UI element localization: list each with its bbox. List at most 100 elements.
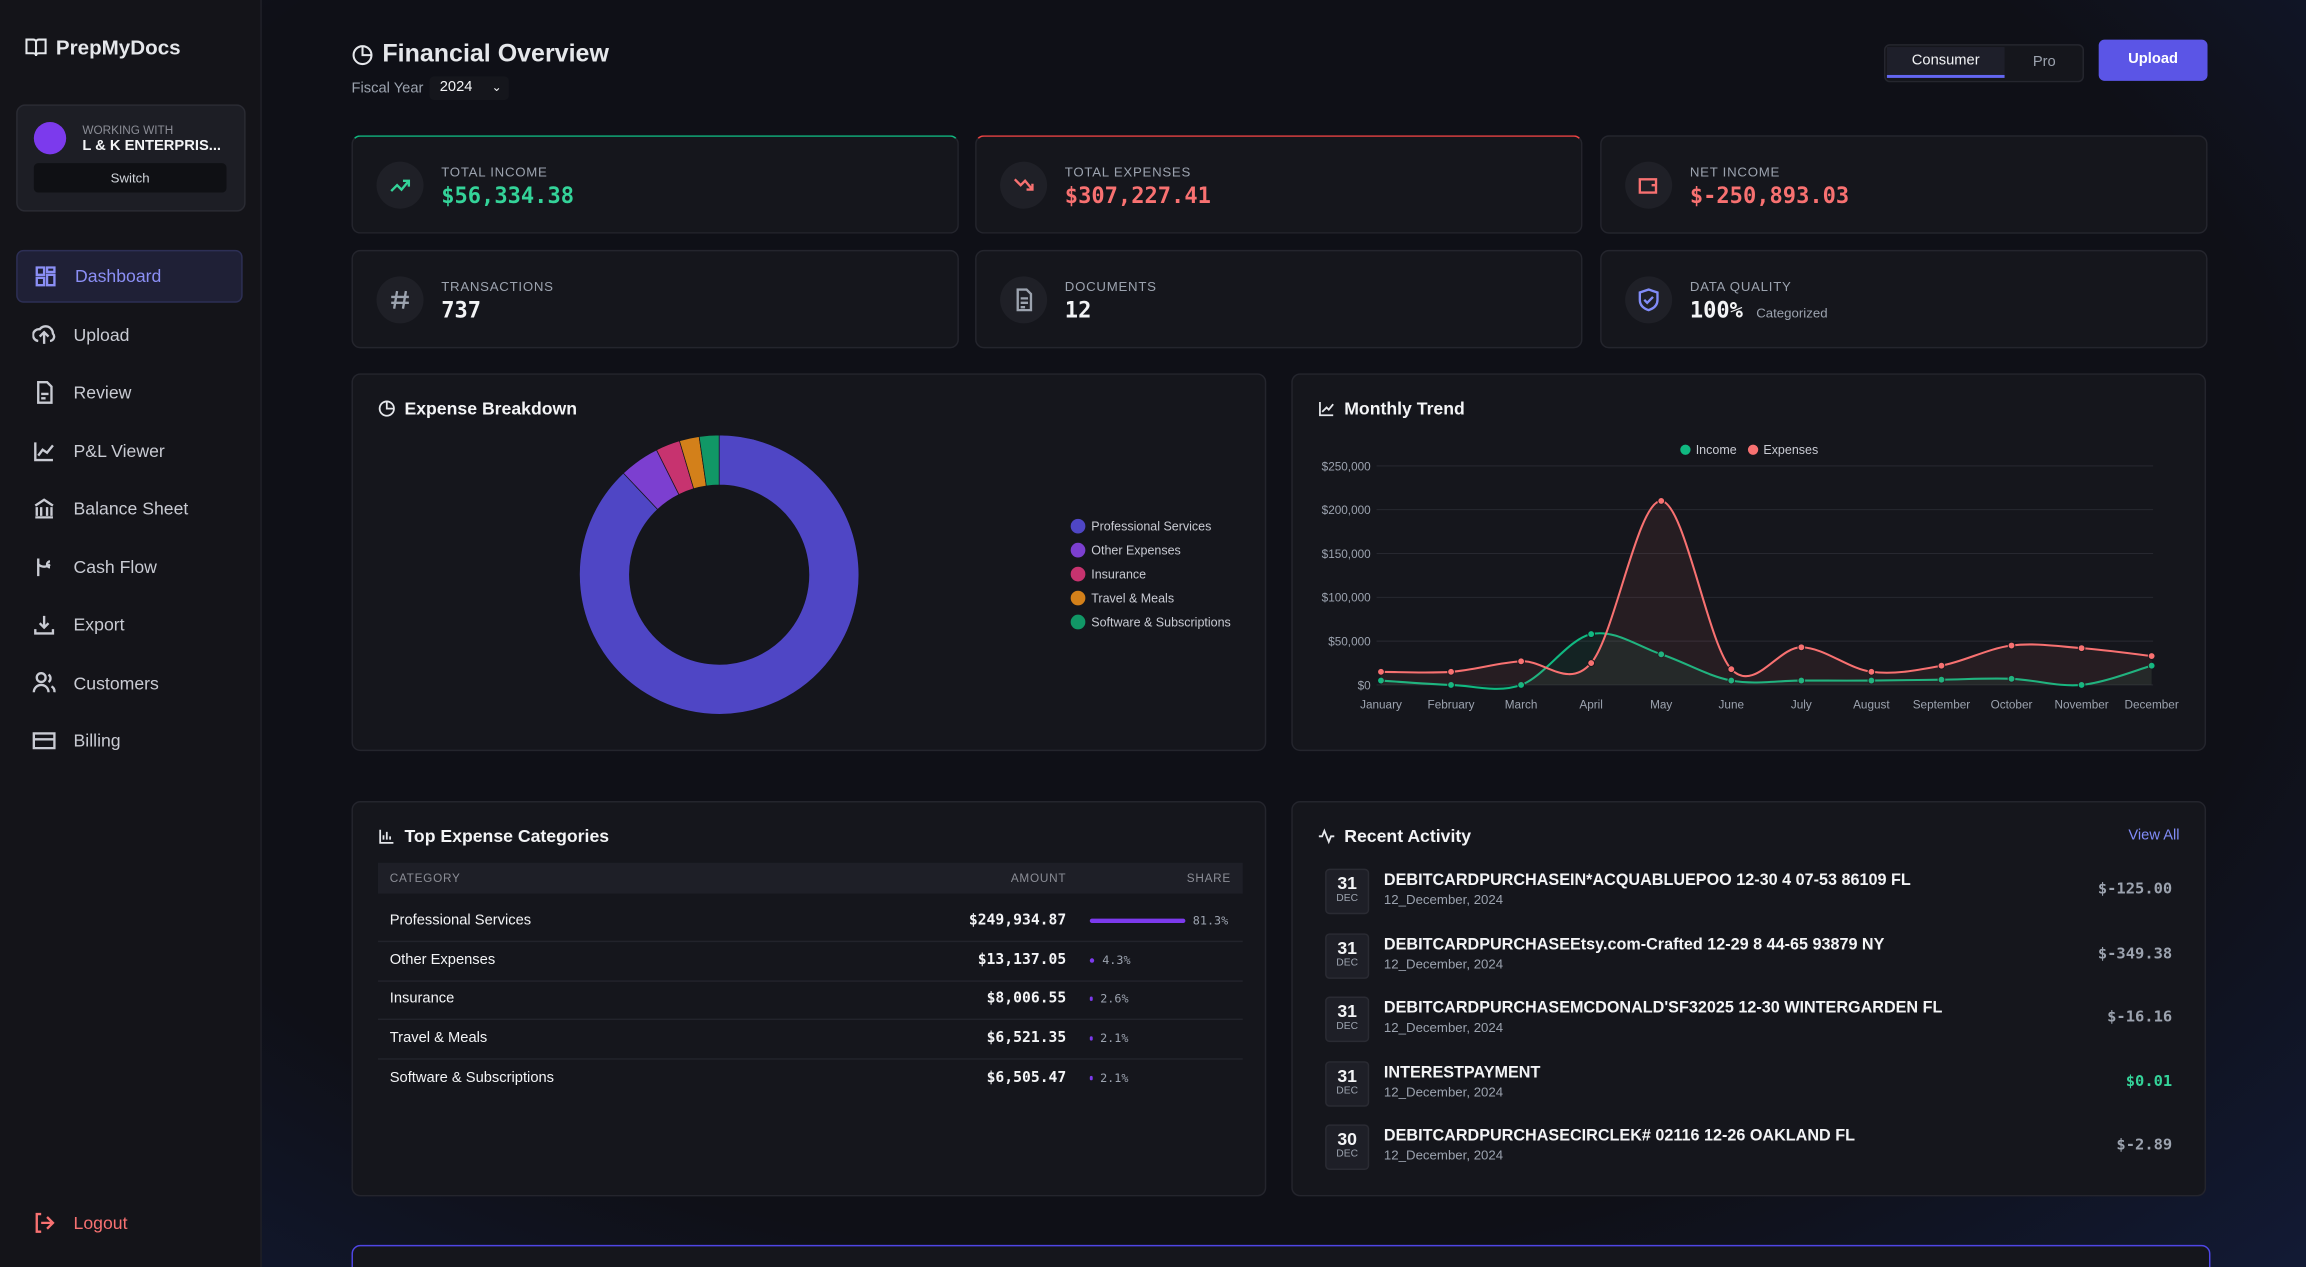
amount: $249,934.87: [968, 912, 1067, 929]
share-bar: [1089, 1036, 1093, 1041]
stat-label: DOCUMENTS: [1064, 279, 1157, 294]
stat-value: $307,227.41: [1064, 182, 1211, 209]
nav-icon: [37, 557, 51, 576]
upload-button[interactable]: Upload: [2098, 39, 2208, 81]
month: DEC: [1336, 1149, 1359, 1161]
stat-card: TOTAL EXPENSES $307,227.41: [975, 135, 1583, 234]
nav-item[interactable]: Billing: [16, 714, 242, 767]
data-point: [1937, 661, 1946, 670]
nav-item[interactable]: Customers: [16, 656, 242, 709]
x-tick-label: May: [1650, 698, 1672, 711]
stat-value: 100% Categorized: [1689, 296, 1828, 324]
line-chart: $0 $50,000 $100,000 $150,000 $200,000 $250,00…: [1322, 443, 2179, 711]
title-text: Financial Overview: [382, 39, 609, 68]
legend-label: Travel & Meals: [1091, 591, 1174, 605]
stat-icon: [1000, 276, 1048, 324]
data-point: [2007, 641, 2016, 650]
stat-label: NET INCOME: [1689, 164, 1781, 180]
data-point: [1587, 630, 1595, 638]
series-area: [1380, 500, 2152, 685]
table-row: Professional Services $249,934.87 81.3%: [377, 902, 1243, 943]
stat-icon: [1625, 276, 1673, 324]
nav-item[interactable]: Balance Sheet: [16, 482, 242, 535]
stat-card: TOTAL INCOME $56,334.38: [351, 135, 959, 234]
legend-label: Income: [1696, 443, 1737, 457]
mode-consumer[interactable]: Consumer: [1886, 47, 2005, 78]
fiscal-year-label: Fiscal Year: [351, 80, 424, 98]
nav-item[interactable]: Cash Flow: [16, 540, 242, 593]
amount: $6,521.35: [986, 1030, 1067, 1047]
category: Insurance: [389, 991, 455, 1008]
panel-title: Expense Breakdown: [378, 398, 577, 419]
column-header: SHARE: [1186, 871, 1231, 885]
pie-slice: [698, 434, 720, 487]
client-box: WORKING WITH L & K ENTERPRIS... Switch: [16, 104, 246, 212]
stat-icon: [376, 276, 424, 324]
data-point: [1517, 657, 1525, 666]
logout-label: Logout: [73, 1212, 128, 1234]
view-all-link[interactable]: View All: [2128, 827, 2180, 844]
monthly-trend-panel: Monthly Trend $0 $50,000 $100,000 $150,000 $…: [1291, 373, 2207, 752]
logout[interactable]: Logout: [16, 1196, 242, 1249]
day: 30: [1337, 1129, 1357, 1150]
description: DEBITCARDPURCHASEMCDONALD'SF32025 12-30 …: [1383, 999, 1943, 1018]
y-tick-label: $100,000: [1322, 592, 1371, 605]
date-badge: 30 DEC: [1325, 1124, 1370, 1171]
nav-item[interactable]: Export: [16, 598, 242, 651]
x-tick-label: January: [1360, 698, 1402, 711]
legend-label: Software & Subscriptions: [1091, 615, 1231, 629]
nav-icon: [32, 732, 56, 750]
data-point: [1517, 681, 1525, 689]
stat-card: NET INCOME $-250,893.03: [1600, 135, 2208, 234]
y-tick-label: $200,000: [1322, 504, 1371, 517]
share-label: 2.6%: [1100, 992, 1129, 1006]
legend-label: Expenses: [1763, 443, 1818, 457]
data-point: [2077, 644, 2086, 652]
date: 12_December, 2024: [1383, 956, 1504, 971]
month: DEC: [1336, 893, 1359, 904]
nav-label: Customers: [73, 672, 159, 694]
data-point: [1797, 676, 1806, 685]
page-title: Financial Overview: [351, 39, 609, 69]
legend-label: Insurance: [1091, 568, 1146, 582]
y-tick-label: $150,000: [1322, 548, 1371, 561]
description: DEBITCARDPURCHASECIRCLEK# 02116 12-26 OA…: [1383, 1127, 1855, 1146]
panel-title: Monthly Trend: [1318, 398, 1465, 419]
stat-card: TRANSACTIONS 737: [351, 249, 959, 349]
bottom-card: [351, 1244, 2211, 1267]
series-line: [1380, 632, 2152, 690]
date: 12_December, 2024: [1383, 1020, 1504, 1036]
day: 31: [1337, 937, 1357, 958]
data-point: [2007, 674, 2016, 683]
description: DEBITCARDPURCHASEEtsy.com-Crafted 12-29 …: [1383, 935, 1885, 954]
amount: $-2.89: [2116, 1136, 2173, 1155]
nav-item[interactable]: Review: [16, 366, 242, 419]
share-bar: [1089, 957, 1095, 963]
share-label: 81.3%: [1192, 914, 1229, 928]
data-point: [1727, 665, 1736, 673]
series-area: [1380, 633, 2152, 689]
fiscal-year-select[interactable]: 2024 ⌄: [429, 76, 509, 100]
date: 12_December, 2024: [1383, 1084, 1504, 1100]
data-point: [2147, 652, 2156, 660]
title-text: Recent Activity: [1344, 826, 1472, 847]
mode-toggle: Consumer Pro: [1883, 44, 2084, 83]
nav-item[interactable]: Dashboard: [16, 249, 243, 303]
data-point: [1377, 667, 1385, 676]
x-tick-label: October: [1991, 698, 2033, 711]
mode-pro[interactable]: Pro: [2032, 54, 2056, 71]
data-point: [2077, 681, 2086, 689]
date: 12_December, 2024: [1383, 892, 1504, 907]
panel-title: Top Expense Categories: [378, 826, 609, 847]
switch-button[interactable]: Switch: [33, 163, 227, 193]
nav-label: Cash Flow: [73, 556, 157, 577]
nav-item[interactable]: Upload: [16, 308, 242, 361]
legend-swatch: [1070, 614, 1086, 630]
data-point: [1447, 667, 1455, 676]
date-badge: 31 DEC: [1325, 868, 1370, 915]
nav-icon: [32, 324, 56, 344]
nav-label: Export: [73, 614, 125, 635]
stat-label: TOTAL INCOME: [441, 164, 548, 180]
nav-item[interactable]: P&L Viewer: [16, 424, 242, 477]
